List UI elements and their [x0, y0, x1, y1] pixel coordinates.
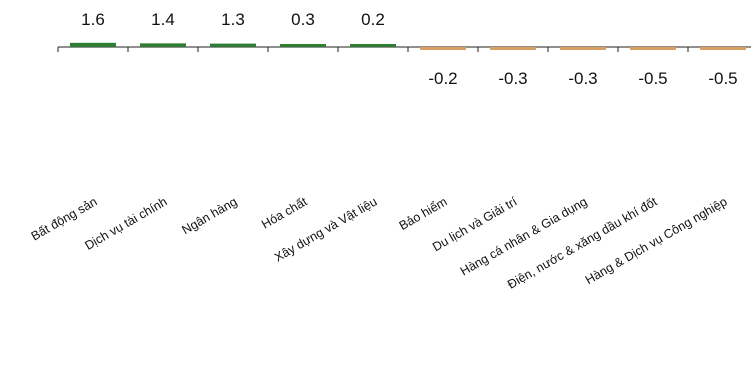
- value-label-2: 1.4: [151, 10, 175, 29]
- bar-9: [630, 47, 676, 50]
- value-label-1: 1.6: [81, 10, 105, 29]
- value-label-9: -0.5: [638, 69, 667, 88]
- value-label-8: -0.3: [568, 69, 597, 88]
- bar-5: [350, 44, 396, 47]
- ticks-group: [57, 47, 689, 52]
- value-label-10: -0.5: [708, 69, 737, 88]
- value-label-5: 0.2: [361, 10, 385, 29]
- bar-7: [490, 47, 536, 50]
- value-label-6: -0.2: [428, 69, 457, 88]
- bar-6: [420, 47, 466, 50]
- bar-8: [560, 47, 606, 50]
- value-label-7: -0.3: [498, 69, 527, 88]
- category-label-6: Bảo hiểm: [397, 194, 450, 233]
- value-label-4: 0.3: [291, 10, 315, 29]
- bar-1: [70, 42, 116, 47]
- bar-4: [280, 44, 326, 47]
- value-label-3: 1.3: [221, 10, 245, 29]
- category-label-8: Hàng cá nhân & Gia dụng: [458, 194, 590, 278]
- bar-10: [700, 47, 746, 50]
- bar-2: [140, 43, 186, 47]
- value-labels-group: 1.6 1.4 1.3 0.3 0.2 -0.2 -0.3 -0.3 -0.5 -0.5: [81, 10, 737, 88]
- category-label-4: Hóa chất: [259, 194, 310, 231]
- bars-group: [70, 42, 746, 50]
- bar-3: [210, 43, 256, 47]
- category-label-3: Ngân hàng: [180, 194, 240, 237]
